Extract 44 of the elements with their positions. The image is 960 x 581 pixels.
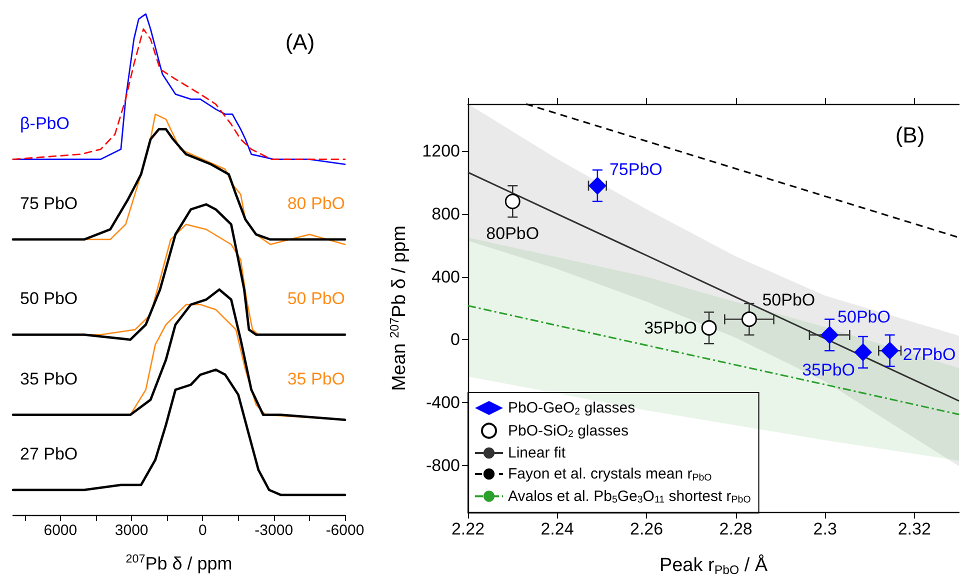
x-tick-label: 0 xyxy=(198,522,207,539)
annotation: 50PbO xyxy=(838,307,890,326)
point xyxy=(820,326,839,344)
annotation: 35PbO xyxy=(644,318,698,338)
series-label: 50 PbO xyxy=(287,289,345,308)
series-label: 50 PbO xyxy=(20,289,78,308)
annotation: 27PbO xyxy=(902,345,956,364)
series-label: β-PbO xyxy=(20,114,70,133)
point xyxy=(701,320,717,336)
y-tick-label: -400 xyxy=(426,393,460,412)
x-tick-label: 2.3 xyxy=(813,520,837,538)
line-series xyxy=(467,304,960,416)
x-tick-label: -6000 xyxy=(326,522,364,539)
series-label: 35 PbO xyxy=(20,369,78,388)
x-tick-label: 6000 xyxy=(44,522,78,539)
x-tick-label: 2.22 xyxy=(451,520,485,538)
x-tick-label: 3000 xyxy=(114,522,148,539)
y-tick-label: -800 xyxy=(426,456,460,475)
x-tick-label: 2.26 xyxy=(630,520,664,538)
legend-label: Linear fit xyxy=(508,444,566,462)
x-tick-label: 2.24 xyxy=(540,520,574,538)
series-label: 80 PbO xyxy=(287,194,345,213)
annotation: 50PbO xyxy=(762,290,816,310)
x-tick-label: 2.28 xyxy=(719,520,752,538)
annotation: (A) xyxy=(285,30,315,54)
series-label: 75 PbO xyxy=(20,194,78,213)
point xyxy=(880,342,899,360)
point xyxy=(504,194,520,210)
x-tick-label: 2.32 xyxy=(898,520,931,538)
y-axis-title: Mean 207Pb δ / ppm xyxy=(388,226,410,391)
point xyxy=(741,312,757,327)
y-tick-label: 0 xyxy=(450,330,460,350)
annotation: (B) xyxy=(895,122,925,148)
annotation: 75PbO xyxy=(609,160,662,180)
point xyxy=(854,343,872,362)
annotation: 35PbO xyxy=(802,360,856,380)
point xyxy=(588,176,606,195)
annotation: 80PbO xyxy=(486,224,540,243)
y-tick-label: 800 xyxy=(432,204,460,224)
y-tick-label: 400 xyxy=(432,267,460,286)
x-tick-label: -3000 xyxy=(254,522,294,539)
series-label: 35 PbO xyxy=(287,369,345,388)
y-tick-label: 1200 xyxy=(422,142,460,161)
series-label: 27 PbO xyxy=(20,444,78,464)
